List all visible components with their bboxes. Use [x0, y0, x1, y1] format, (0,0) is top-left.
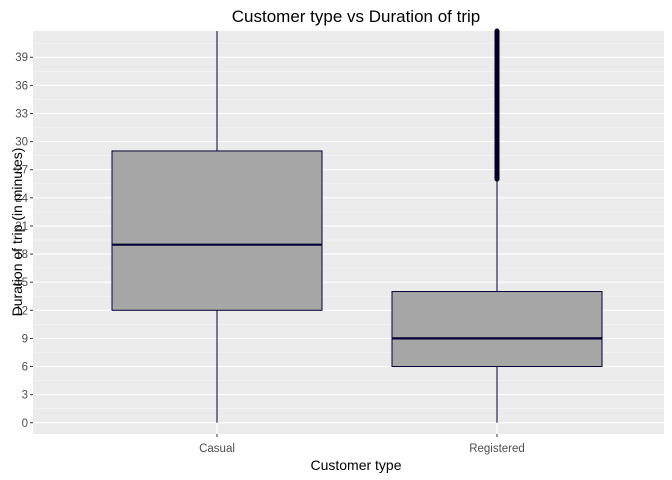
y-tick-label: 15	[15, 277, 28, 289]
y-tick-label: 3	[22, 390, 28, 402]
chart-title: Customer type vs Duration of trip	[232, 7, 480, 26]
y-tick-label: 30	[15, 137, 28, 149]
y-tick-label: 36	[15, 80, 28, 92]
box-casual	[111, 31, 323, 423]
y-tick-label: 27	[15, 165, 28, 177]
box-body	[111, 150, 323, 311]
y-tick-label: 6	[22, 362, 28, 374]
box-body	[391, 291, 603, 368]
y-tick-label: 9	[22, 333, 28, 345]
y-tick-label: 24	[15, 193, 28, 205]
x-axis-ticks: Casual Registered	[199, 434, 525, 455]
y-axis-title: Duration of trip (in minutes)	[9, 148, 25, 317]
y-tick-label: 21	[15, 221, 28, 233]
y-tick-label: 39	[15, 52, 28, 64]
y-tick-label: 12	[15, 305, 28, 317]
x-tick-label: Registered	[469, 443, 525, 455]
boxes	[111, 28, 603, 423]
y-tick-label: 33	[15, 108, 28, 120]
x-axis-title: Customer type	[310, 457, 401, 473]
x-tick-label: Casual	[199, 443, 235, 455]
y-tick-label: 18	[15, 249, 28, 261]
y-tick-label: 0	[22, 418, 28, 430]
box-registered	[391, 28, 603, 423]
